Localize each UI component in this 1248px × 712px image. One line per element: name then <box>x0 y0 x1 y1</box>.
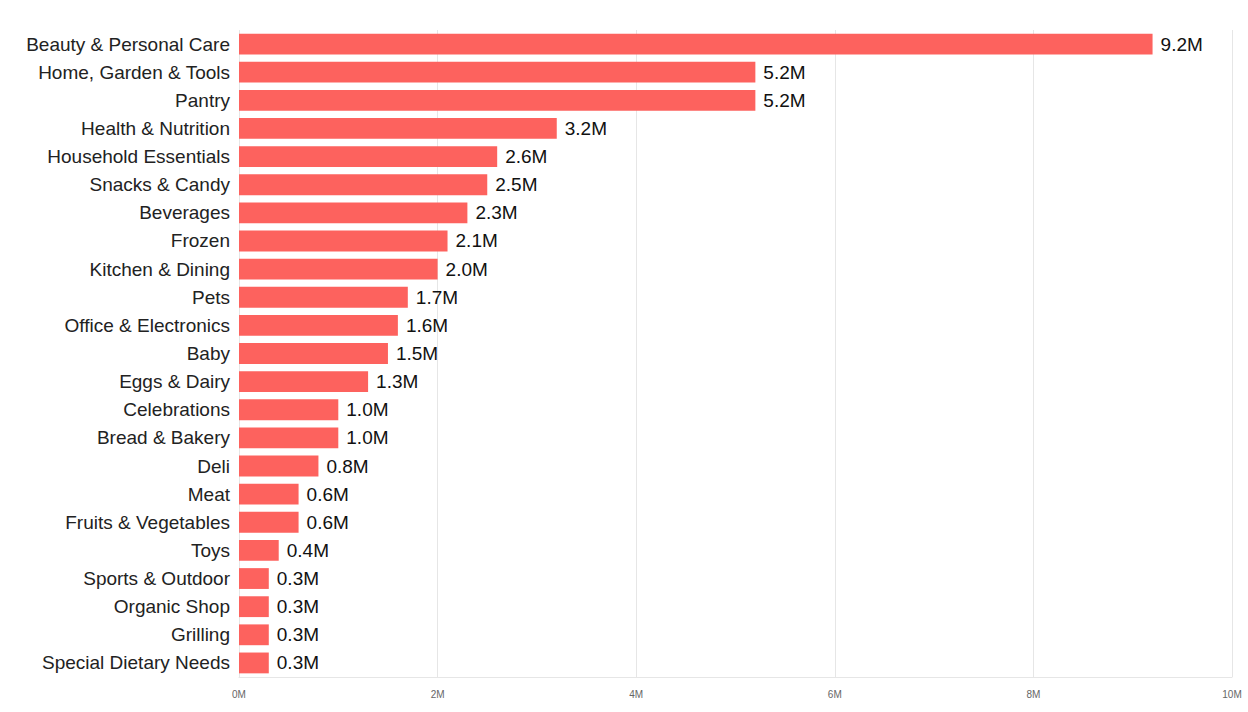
svg-text:4M: 4M <box>629 689 643 700</box>
svg-text:0.8M: 0.8M <box>326 456 368 477</box>
svg-text:Health & Nutrition: Health & Nutrition <box>81 118 230 139</box>
svg-text:0.3M: 0.3M <box>277 596 319 617</box>
svg-text:Toys: Toys <box>191 540 230 561</box>
svg-text:5.2M: 5.2M <box>763 62 805 83</box>
svg-text:3.2M: 3.2M <box>565 118 607 139</box>
svg-text:Eggs & Dairy: Eggs & Dairy <box>119 371 230 392</box>
svg-text:Deli: Deli <box>197 456 230 477</box>
svg-text:Office & Electronics: Office & Electronics <box>65 315 230 336</box>
svg-text:Baby: Baby <box>187 343 231 364</box>
svg-text:Pets: Pets <box>192 287 230 308</box>
svg-text:5.2M: 5.2M <box>763 90 805 111</box>
svg-text:1.0M: 1.0M <box>346 427 388 448</box>
svg-text:Fruits & Vegetables: Fruits & Vegetables <box>65 512 230 533</box>
svg-text:Beverages: Beverages <box>139 202 230 223</box>
svg-text:1.6M: 1.6M <box>406 315 448 336</box>
svg-text:8M: 8M <box>1026 689 1040 700</box>
svg-text:9.2M: 9.2M <box>1161 34 1203 55</box>
svg-text:Grilling: Grilling <box>171 624 230 645</box>
svg-text:Home, Garden & Tools: Home, Garden & Tools <box>38 62 230 83</box>
svg-text:1.5M: 1.5M <box>396 343 438 364</box>
svg-text:10M: 10M <box>1222 689 1241 700</box>
svg-text:0.4M: 0.4M <box>287 540 329 561</box>
svg-text:0.6M: 0.6M <box>307 512 349 533</box>
svg-text:Beauty & Personal Care: Beauty & Personal Care <box>26 34 230 55</box>
svg-text:0M: 0M <box>232 689 246 700</box>
svg-text:Kitchen & Dining: Kitchen & Dining <box>90 259 230 280</box>
svg-text:2.0M: 2.0M <box>446 259 488 280</box>
svg-text:2.3M: 2.3M <box>475 202 517 223</box>
svg-text:2.1M: 2.1M <box>456 230 498 251</box>
svg-text:2.6M: 2.6M <box>505 146 547 167</box>
svg-text:0.3M: 0.3M <box>277 624 319 645</box>
svg-text:Snacks & Candy: Snacks & Candy <box>90 174 231 195</box>
svg-text:Meat: Meat <box>188 484 231 505</box>
svg-text:2M: 2M <box>431 689 445 700</box>
svg-text:Sports & Outdoor: Sports & Outdoor <box>83 568 230 589</box>
svg-text:1.3M: 1.3M <box>376 371 418 392</box>
svg-text:Frozen: Frozen <box>171 230 230 251</box>
svg-text:2.5M: 2.5M <box>495 174 537 195</box>
svg-text:1.7M: 1.7M <box>416 287 458 308</box>
svg-text:6M: 6M <box>828 689 842 700</box>
svg-text:0.3M: 0.3M <box>277 568 319 589</box>
svg-text:Organic Shop: Organic Shop <box>114 596 230 617</box>
svg-text:0.6M: 0.6M <box>307 484 349 505</box>
svg-text:Bread & Bakery: Bread & Bakery <box>97 427 231 448</box>
svg-text:Pantry: Pantry <box>175 90 230 111</box>
svg-text:0.3M: 0.3M <box>277 652 319 673</box>
svg-text:Special Dietary Needs: Special Dietary Needs <box>42 652 230 673</box>
svg-text:Celebrations: Celebrations <box>123 399 230 420</box>
svg-text:Household Essentials: Household Essentials <box>47 146 230 167</box>
svg-text:1.0M: 1.0M <box>346 399 388 420</box>
